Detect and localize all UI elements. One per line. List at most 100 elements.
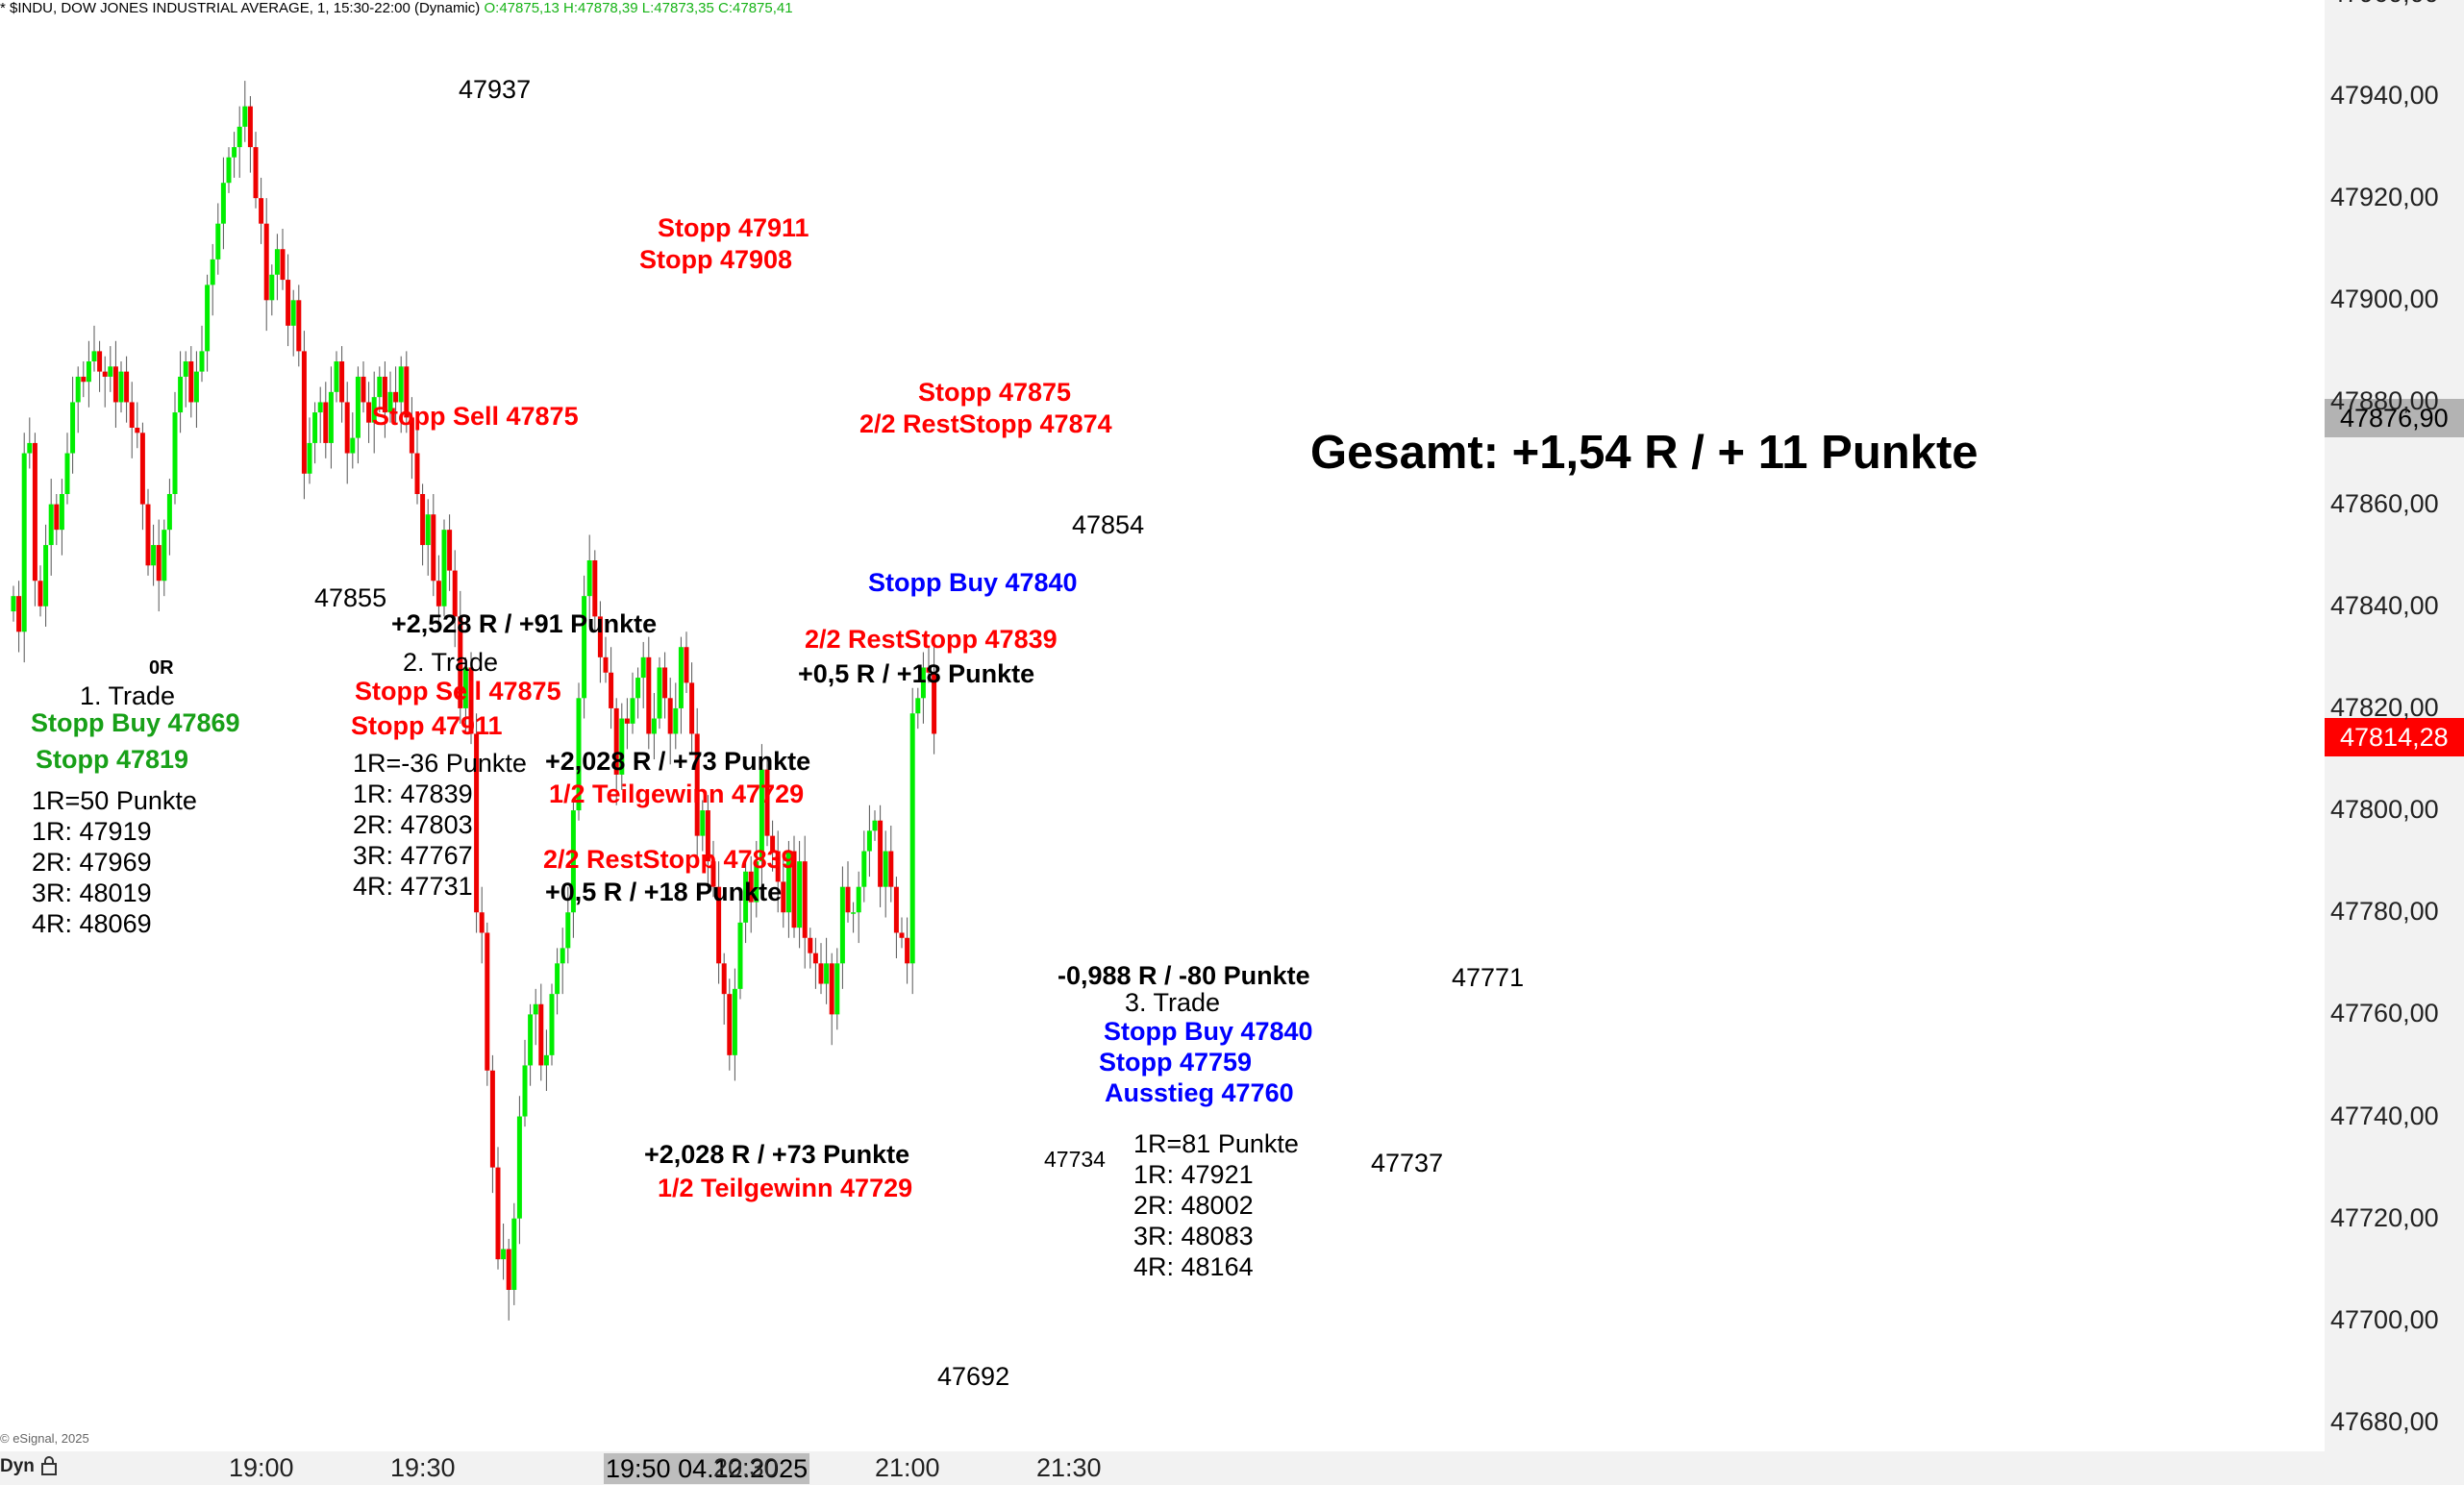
candle: [883, 830, 888, 918]
candle: [915, 687, 921, 730]
trade1-1r: 1R: 47919: [32, 817, 152, 846]
copyright: © eSignal, 2025: [0, 1431, 89, 1446]
candle: [108, 346, 113, 392]
candle: [210, 243, 215, 316]
candle: [112, 340, 118, 428]
candle: [613, 698, 619, 805]
candle: [689, 662, 695, 755]
candlestick-chart[interactable]: [0, 0, 2325, 1451]
candle: [16, 581, 22, 653]
candle: [651, 693, 657, 759]
trade2-2r: 2R: 47803: [353, 810, 473, 839]
candle: [27, 417, 33, 469]
candle: [743, 861, 749, 944]
candle: [732, 968, 737, 1081]
y-tick-label: 47940,00: [2330, 81, 2439, 110]
candle: [764, 759, 770, 847]
candle: [21, 433, 27, 663]
candle: [511, 1202, 517, 1305]
candle: [716, 861, 722, 984]
candle: [802, 835, 808, 969]
candle: [317, 386, 323, 443]
candle: [576, 682, 582, 821]
trade3-stop-buy: Stopp Buy 47840: [1104, 1017, 1313, 1046]
trade2-stop: Stopp 47911: [351, 711, 503, 740]
time-axis[interactable]: [0, 1451, 2464, 1485]
candle: [888, 826, 894, 903]
candle: [11, 585, 16, 622]
partial-profit-upper: 1/2 Teilgewinn 47729: [549, 780, 805, 808]
candle: [516, 1096, 522, 1245]
trade2-title: 2. Trade: [403, 648, 499, 677]
zero-r-label: 0R: [149, 657, 174, 679]
result-2028-upper: +2,028 R / +73 Punkte: [545, 747, 811, 776]
y-tick-label: 47740,00: [2330, 1101, 2439, 1130]
candle: [489, 1054, 495, 1194]
candle: [866, 804, 872, 878]
candle: [361, 361, 366, 413]
candle: [926, 647, 932, 683]
y-tick-label: 47860,00: [2330, 488, 2439, 518]
candle: [474, 713, 480, 933]
candle: [355, 366, 361, 464]
trade1-risk: 1R=50 Punkte: [32, 786, 197, 815]
y-tick-label: 47920,00: [2330, 183, 2439, 212]
candle: [630, 672, 635, 734]
trade1-4r: 4R: 48069: [32, 909, 152, 938]
current-price-tag: 47814,28: [2325, 718, 2464, 757]
y-tick-label: 47780,00: [2330, 897, 2439, 927]
candle: [307, 417, 312, 484]
candle: [485, 922, 490, 1086]
candle: [754, 840, 759, 918]
candle: [549, 983, 555, 1066]
candle: [727, 978, 733, 1071]
candle: [824, 937, 830, 1004]
candle: [818, 943, 824, 995]
candle: [447, 514, 453, 591]
candle: [129, 382, 135, 458]
partial-profit-lower: 1/2 Teilgewinn 47729: [658, 1174, 913, 1202]
trade2-result: +2,528 R / +91 Punkte: [391, 609, 658, 638]
y-tick-label: 47900,00: [2330, 285, 2439, 314]
candle: [462, 656, 468, 734]
candle: [64, 433, 70, 505]
rest-stop-47874-label: 2/2 RestStopp 47874: [859, 409, 1112, 438]
candle: [812, 937, 818, 989]
y-tick-label: 47820,00: [2330, 692, 2439, 722]
candle: [899, 917, 905, 949]
candle: [97, 340, 103, 392]
candle: [586, 534, 592, 627]
candle: [737, 897, 743, 1000]
candle: [495, 1147, 501, 1270]
candle: [242, 81, 248, 142]
candle: [582, 575, 587, 719]
candle: [609, 647, 614, 730]
x-tick-label: 21:00: [875, 1453, 940, 1482]
candle: [420, 483, 426, 566]
candle: [479, 886, 485, 964]
candle: [382, 361, 387, 438]
trade3-stop: Stopp 47759: [1099, 1048, 1253, 1077]
candle: [414, 428, 420, 505]
candle: [775, 830, 781, 913]
trade2-1r: 1R: 47839: [353, 780, 473, 808]
result-2028-lower: +2,028 R / +73 Punkte: [644, 1140, 910, 1169]
x-tick-label: 20:30: [713, 1453, 779, 1482]
trade1-stop-buy: Stopp Buy 47869: [31, 708, 240, 737]
candle: [458, 590, 463, 724]
swing-label-47854: 47854: [1072, 510, 1145, 539]
candle: [543, 1029, 549, 1091]
candle: [188, 346, 194, 418]
trade3-1r: 1R: 47921: [1133, 1160, 1254, 1189]
candle: [700, 800, 706, 852]
candle: [781, 855, 786, 928]
lock-icon[interactable]: [40, 1455, 58, 1476]
candle: [135, 402, 140, 449]
candle: [808, 928, 813, 969]
y-tick-label: 47700,00: [2330, 1304, 2439, 1334]
dynamic-toggle[interactable]: Dyn: [0, 1456, 35, 1476]
candle: [102, 356, 108, 408]
candle: [387, 371, 393, 423]
y-tick-label: 47720,00: [2330, 1202, 2439, 1232]
candle: [667, 678, 673, 765]
